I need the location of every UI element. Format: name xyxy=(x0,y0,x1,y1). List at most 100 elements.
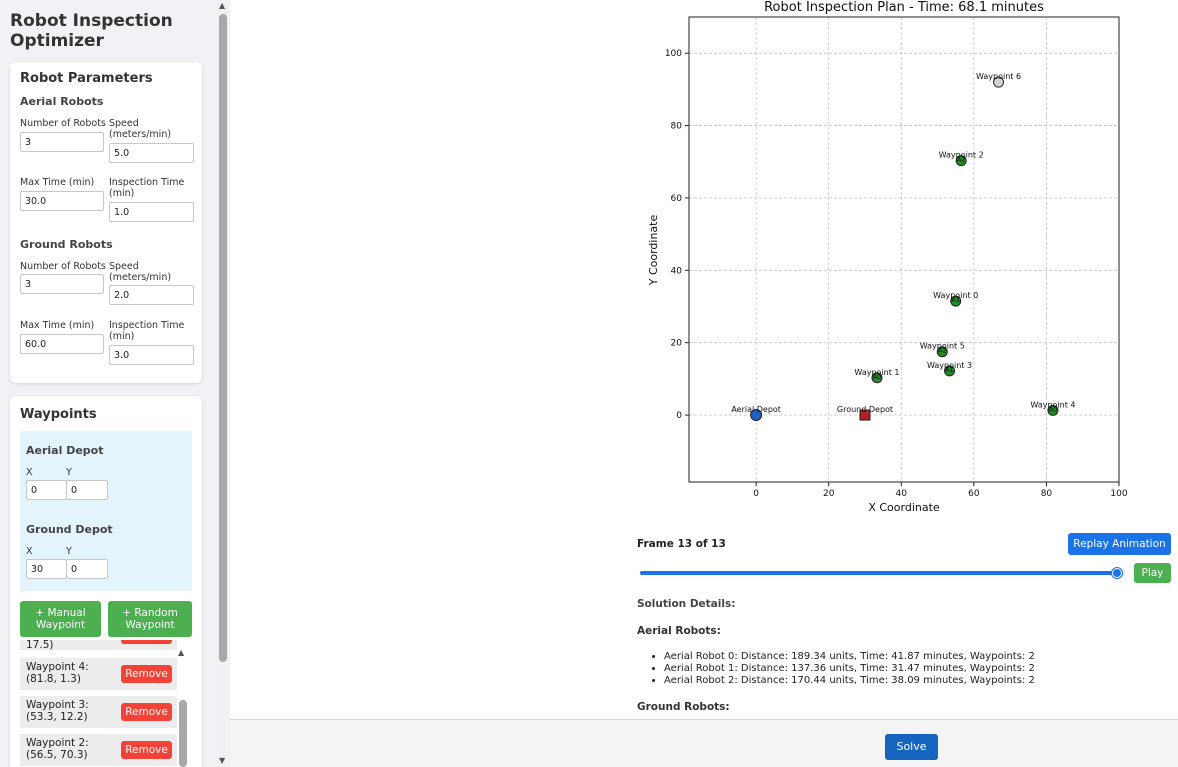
ground-num-robots-input[interactable] xyxy=(20,274,104,294)
y-axis-label: Y Coordinate xyxy=(647,215,660,287)
waypoints-card: Waypoints Aerial Depot X Y Ground Depot … xyxy=(10,396,202,767)
remove-waypoint-button[interactable]: Remove xyxy=(121,640,172,644)
list-item: Aerial Robot 1: Distance: 137.36 units, … xyxy=(664,663,1035,675)
depot-label: Aerial Depot xyxy=(731,405,781,414)
aerial-max-time-input[interactable] xyxy=(20,191,104,211)
robot-tag-label: A1 xyxy=(945,366,954,374)
ground-speed-label: Speed (meters/min) xyxy=(109,261,172,283)
ground-depot-x-input[interactable] xyxy=(26,559,67,579)
list-item: Aerial Robot 2: Distance: 170.44 units, … xyxy=(664,675,1035,687)
aerial-max-time-label: Max Time (min) xyxy=(20,177,95,188)
ground-max-time-input[interactable] xyxy=(20,334,104,354)
waypoint-item-text: Waypoint 3: (53.3, 12.2) xyxy=(26,699,89,723)
add-random-waypoint-button[interactable]: + Random Waypoint xyxy=(108,601,192,637)
depot-marker xyxy=(859,409,871,421)
waypoint-marker xyxy=(936,346,948,358)
ground-inspection-time-input[interactable] xyxy=(109,345,194,365)
aerial-depot-y-input[interactable] xyxy=(66,480,108,500)
sidebar: Robot Inspection Optimizer Robot Paramet… xyxy=(0,0,216,767)
x-tick-label: 60 xyxy=(968,489,980,499)
main-panel: Robot Inspection Plan - Time: 68.1 minut… xyxy=(230,0,1178,720)
scroll-up-icon[interactable]: ▲ xyxy=(178,648,185,657)
frame-slider[interactable] xyxy=(640,571,1125,575)
robot-tag-label: A0 xyxy=(1049,405,1058,413)
list-item: 17.5) Remove xyxy=(20,640,177,651)
scroll-thumb[interactable] xyxy=(219,14,227,662)
depot-label: Ground Depot xyxy=(837,405,893,414)
waypoints-title: Waypoints xyxy=(20,407,97,422)
y-tick-label: 100 xyxy=(665,49,682,59)
aerial-robots-heading: Aerial Robots xyxy=(20,95,104,108)
waypoint-marker xyxy=(871,372,883,384)
aerial-inspection-time-input[interactable] xyxy=(109,202,194,222)
x-tick-label: 40 xyxy=(896,489,908,499)
aerial-speed-label: Speed (meters/min) xyxy=(109,118,172,140)
ground-num-robots-label: Number of Robots xyxy=(20,261,106,272)
aerial-results-list: Aerial Robot 0: Distance: 189.34 units, … xyxy=(650,651,1035,687)
play-button[interactable]: Play xyxy=(1134,563,1171,583)
list-item: Waypoint 2: (56.5, 70.3) Remove xyxy=(20,734,177,766)
y-tick-label: 20 xyxy=(671,339,683,349)
waypoint-marker xyxy=(1047,404,1059,416)
ground-depot-y-label: Y xyxy=(66,546,72,557)
waypoint-label: Waypoint 5 xyxy=(920,342,965,351)
robot-tag-label: A0 xyxy=(873,373,882,381)
solve-button[interactable]: Solve xyxy=(885,734,938,760)
y-tick-label: 0 xyxy=(676,411,682,421)
waypoint-list-scrollbar[interactable]: ▲ xyxy=(176,646,190,767)
inspection-plan-chart: Robot Inspection Plan - Time: 68.1 minut… xyxy=(647,0,1128,514)
x-tick-label: 0 xyxy=(753,489,759,499)
robot-tag-label: A2 xyxy=(938,347,947,355)
aerial-num-robots-label: Number of Robots xyxy=(20,118,106,129)
aerial-speed-input[interactable] xyxy=(109,143,194,163)
robot-tag-label: A1 xyxy=(951,296,960,304)
ground-speed-input[interactable] xyxy=(109,285,194,305)
chart-title: Robot Inspection Plan - Time: 68.1 minut… xyxy=(764,0,1044,15)
list-item: Aerial Robot 0: Distance: 189.34 units, … xyxy=(664,651,1035,663)
waypoint-item-text: Waypoint 2: (56.5, 70.3) xyxy=(26,737,89,761)
scroll-up-icon[interactable]: ▲ xyxy=(219,1,226,10)
list-item: Waypoint 3: (53.3, 12.2) Remove xyxy=(20,696,177,728)
plot-area xyxy=(688,16,1120,483)
scroll-thumb[interactable] xyxy=(179,700,187,767)
footer-bar: Solve xyxy=(230,719,1178,767)
frame-counter: Frame 13 of 13 xyxy=(637,538,726,550)
ground-inspection-time-label: Inspection Time (min) xyxy=(109,320,185,342)
waypoint-label: Waypoint 6 xyxy=(976,72,1021,81)
add-manual-waypoint-button[interactable]: + Manual Waypoint xyxy=(20,601,101,637)
depot-settings: Aerial Depot X Y Ground Depot X Y xyxy=(20,431,192,591)
waypoint-marker xyxy=(950,295,962,307)
ground-depot-heading: Ground Depot xyxy=(26,523,113,536)
aerial-num-robots-input[interactable] xyxy=(20,132,104,152)
aerial-robots-results-heading: Aerial Robots: xyxy=(637,625,721,637)
ground-robots-heading: Ground Robots xyxy=(20,238,113,251)
list-item: Waypoint 4: (81.8, 1.3) Remove xyxy=(20,658,177,690)
robot-tag-label: A2 xyxy=(957,156,966,164)
robot-parameters-title: Robot Parameters xyxy=(20,71,153,86)
ground-max-time-label: Max Time (min) xyxy=(20,320,95,331)
ground-robots-results-heading: Ground Robots: xyxy=(637,701,730,713)
scroll-down-icon[interactable]: ▼ xyxy=(219,756,226,765)
waypoint-list: 17.5) Remove Waypoint 4: (81.8, 1.3) Rem… xyxy=(20,640,192,767)
remove-waypoint-button[interactable]: Remove xyxy=(121,665,172,683)
ground-depot-x-label: X xyxy=(26,546,33,557)
replay-animation-button[interactable]: Replay Animation xyxy=(1068,533,1171,555)
app-title: Robot Inspection Optimizer xyxy=(10,11,173,51)
depot-marker xyxy=(750,409,763,422)
remove-waypoint-button[interactable]: Remove xyxy=(121,741,172,759)
waypoint-marker xyxy=(944,365,956,377)
waypoint-marker xyxy=(955,155,967,167)
aerial-depot-x-input[interactable] xyxy=(26,480,67,500)
waypoint-label: Waypoint 4 xyxy=(1030,400,1075,409)
sidebar-scrollbar[interactable]: ▲ ▼ xyxy=(216,0,230,767)
waypoint-item-text: Waypoint 4: (81.8, 1.3) xyxy=(26,661,89,685)
ground-depot-y-input[interactable] xyxy=(66,559,108,579)
frame-slider-thumb[interactable] xyxy=(1112,568,1122,578)
y-tick-label: 60 xyxy=(671,194,683,204)
aerial-depot-x-label: X xyxy=(26,467,33,478)
waypoint-label: Waypoint 1 xyxy=(854,368,899,377)
waypoint-label: Waypoint 3 xyxy=(927,361,972,370)
waypoint-item-text: 17.5) xyxy=(26,640,54,651)
remove-waypoint-button[interactable]: Remove xyxy=(121,703,172,721)
waypoint-label: Waypoint 0 xyxy=(933,291,978,300)
